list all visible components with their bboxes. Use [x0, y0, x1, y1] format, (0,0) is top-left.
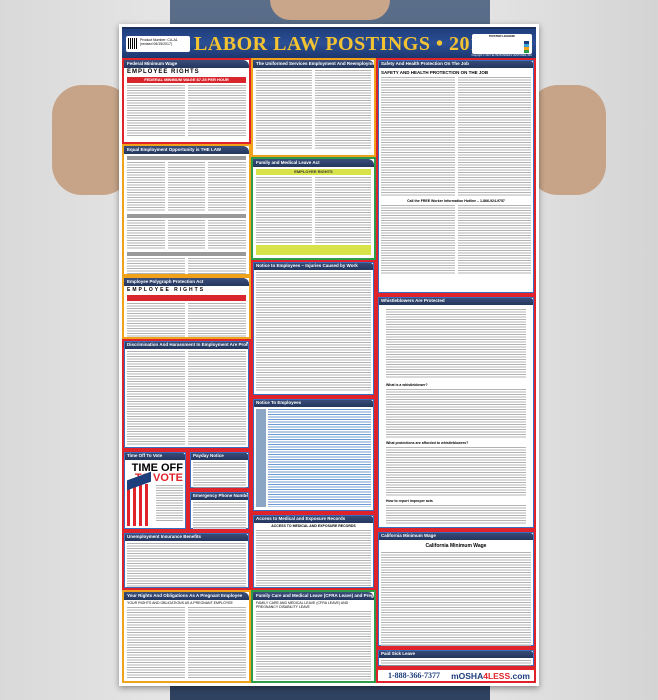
product-number: Product Number: CA-A1 (revised 06/15/201…	[126, 36, 190, 52]
poster-footer: 1-888-366-7377 mOSHA4LESS.com	[376, 668, 536, 683]
notice-to-employees-section: Notice To Employees	[251, 397, 376, 513]
eeo-section: Equal Employment Opportunity is THE LAW	[122, 144, 251, 276]
userra-section: The Uniformed Services Employment And Re…	[251, 58, 376, 157]
section-heading: California Minimum Wage	[425, 543, 487, 549]
section-title: Unemployment Insurance Benefits	[124, 533, 249, 541]
section-title: Equal Employment Opportunity is THE LAW	[124, 146, 249, 154]
section-title: Discrimination And Harassment In Employm…	[124, 341, 249, 349]
pregnant-employee-section: Your Rights And Obligations As A Pregnan…	[122, 590, 251, 683]
footer-phone: 1-888-366-7377	[388, 671, 440, 680]
whistleblowers-section: Whistleblowers Are Protected What is a w…	[376, 295, 536, 530]
right-hand	[528, 85, 606, 195]
polygraph-section: Employee Polygraph Protection Act EMPLOY…	[122, 276, 251, 339]
time-off-to-vote-section: Time Off To Vote TIME OFF TO VOTE	[122, 450, 188, 531]
section-heading: ACCESS TO MEDICAL AND EXPOSURE RECORDS	[271, 524, 356, 528]
cfra-section: Family Care and Medical Leave (CFRA Leav…	[251, 590, 376, 683]
section-heading: SAFETY AND HEALTH PROTECTION ON THE JOB	[381, 70, 489, 75]
hotline-text: Call the FREE Worker Information Hotline…	[407, 199, 505, 203]
section-title: Federal Minimum Wage	[124, 60, 249, 68]
paid-sick-leave-section: Paid Sick Leave	[376, 648, 536, 668]
footer-logo: mOSHA4LESS.com	[451, 671, 530, 681]
access-medical-records-section: Access to Medical and Exposure Records A…	[251, 513, 376, 590]
logo-part-4less: 4LESS	[483, 670, 511, 681]
section-heading: EMPLOYEE RIGHTS	[127, 69, 200, 75]
section-heading: YOUR RIGHTS AND OBLIGATIONS AS A PREGNAN…	[127, 601, 233, 605]
section-title: Emergency Phone Numbers	[190, 492, 249, 500]
left-hand	[52, 85, 132, 195]
section-title: Notice To Employees	[253, 399, 374, 407]
ca-minimum-wage-section: California Minimum Wage California Minim…	[376, 530, 536, 648]
ballot-box-flag-icon	[127, 484, 151, 526]
safety-health-section: Safety And Health Protection On The Job …	[376, 58, 536, 295]
labor-law-poster: Product Number: CA-A1 (revised 06/15/201…	[119, 24, 539, 686]
section-title: Your Rights And Obligations As A Pregnan…	[124, 592, 249, 600]
emergency-phone-section: Emergency Phone Numbers	[188, 490, 251, 531]
section-title: Whistleblowers Are Protected	[378, 297, 534, 305]
section-title: California Minimum Wage	[378, 532, 534, 540]
unemployment-section: Unemployment Insurance Benefits	[122, 531, 251, 590]
fmla-section: Family and Medical Leave Act EMPLOYEE RI…	[251, 157, 376, 260]
person-chin	[270, 0, 390, 20]
section-title: Family Care and Medical Leave (CFRA Leav…	[253, 592, 374, 600]
logo-part-mosha: mOSHA	[451, 670, 484, 681]
section-title: Time Off To Vote	[124, 452, 186, 460]
section-title: Safety And Health Protection On The Job	[378, 60, 534, 68]
poster-title: LABOR LAW POSTINGS • 2018	[194, 33, 491, 55]
injuries-section: Notice to Employees – Injuries Caused by…	[251, 260, 376, 397]
section-heading: FAMILY CARE AND MEDICAL LEAVE (CFRA LEAV…	[256, 601, 349, 609]
subheading: What is a whistleblower?	[386, 383, 428, 387]
logo-part-com: .com	[510, 670, 530, 681]
discrimination-section: Discrimination And Harassment In Employm…	[122, 339, 251, 450]
section-title: Payday Notice	[190, 452, 249, 460]
section-heading: EMPLOYEE RIGHTS	[127, 287, 206, 293]
payday-notice-section: Payday Notice	[188, 450, 251, 490]
federal-minimum-wage-section: Federal Minimum Wage EMPLOYEE RIGHTS FED…	[122, 58, 251, 144]
subheading: What protections are afforded to whistle…	[386, 441, 469, 445]
minimum-wage-banner: FEDERAL MINIMUM WAGE $7.25 PER HOUR	[127, 77, 246, 83]
copyright: Copyright © 2017 ELITE BUSINESS VENTURES…	[471, 54, 532, 57]
section-title: The Uniformed Services Employment And Re…	[253, 60, 374, 68]
section-heading: EMPLOYEE RIGHTS	[256, 169, 371, 175]
legend-title: POSTER LEGEND	[489, 34, 515, 38]
poster-header: Product Number: CA-A1 (revised 06/15/201…	[122, 27, 536, 58]
section-title: Access to Medical and Exposure Records	[253, 515, 374, 523]
poster-legend: POSTER LEGEND	[472, 34, 532, 54]
section-title: Employee Polygraph Protection Act	[124, 278, 249, 286]
section-title: Paid Sick Leave	[378, 650, 534, 658]
section-title: Notice to Employees – Injuries Caused by…	[253, 262, 374, 270]
subheading: How to report improper acts	[386, 499, 433, 503]
section-title: Family and Medical Leave Act	[253, 159, 374, 167]
vote-heading: TIME OFF TO VOTE	[131, 462, 183, 484]
